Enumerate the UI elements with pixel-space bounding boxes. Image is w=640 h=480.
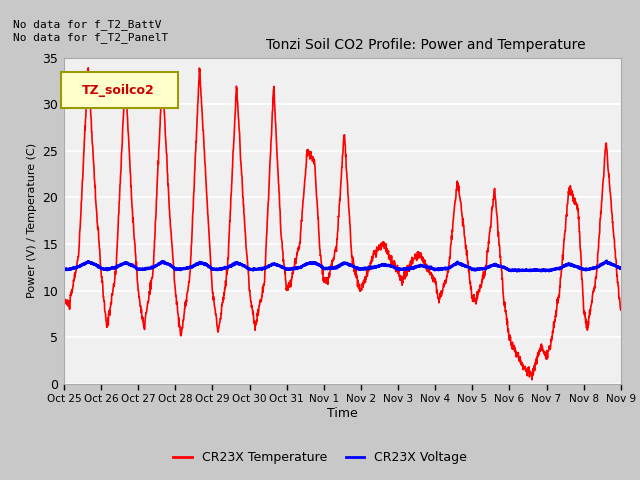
Text: TZ_soilco2: TZ_soilco2	[82, 84, 155, 97]
CR23X Voltage	[88, 261, 96, 267]
Y-axis label: Power (V) / Temperature (C): Power (V) / Temperature (C)	[27, 143, 37, 299]
CR23X Temperature	[617, 307, 625, 313]
Title: Tonzi Soil CO2 Profile: Power and Temperature: Tonzi Soil CO2 Profile: Power and Temper…	[266, 38, 586, 52]
CR23X Temperature	[89, 143, 97, 149]
CR23X Temperature	[602, 147, 609, 153]
CR23X Temperature	[499, 283, 506, 289]
CR23X Voltage	[331, 264, 339, 270]
CR23X Voltage	[601, 260, 609, 265]
FancyBboxPatch shape	[61, 72, 178, 108]
CR23X Voltage	[601, 260, 609, 265]
X-axis label: Time: Time	[327, 407, 358, 420]
CR23X Temperature	[84, 65, 92, 71]
CR23X Voltage	[499, 264, 506, 270]
CR23X Voltage	[513, 268, 521, 274]
CR23X Temperature	[601, 152, 609, 158]
Text: No data for f_T2_BattV
No data for f_T2_PanelT: No data for f_T2_BattV No data for f_T2_…	[13, 19, 168, 43]
CR23X Temperature	[316, 253, 324, 259]
Line: CR23X Voltage: CR23X Voltage	[64, 261, 621, 271]
CR23X Temperature	[60, 294, 68, 300]
CR23X Voltage	[617, 265, 625, 271]
CR23X Temperature	[331, 247, 339, 253]
Line: CR23X Temperature: CR23X Temperature	[64, 68, 621, 380]
CR23X Temperature	[528, 377, 536, 383]
Legend: CR23X Temperature, CR23X Voltage: CR23X Temperature, CR23X Voltage	[168, 446, 472, 469]
CR23X Voltage	[60, 267, 68, 273]
CR23X Voltage	[603, 258, 611, 264]
CR23X Voltage	[316, 263, 324, 268]
